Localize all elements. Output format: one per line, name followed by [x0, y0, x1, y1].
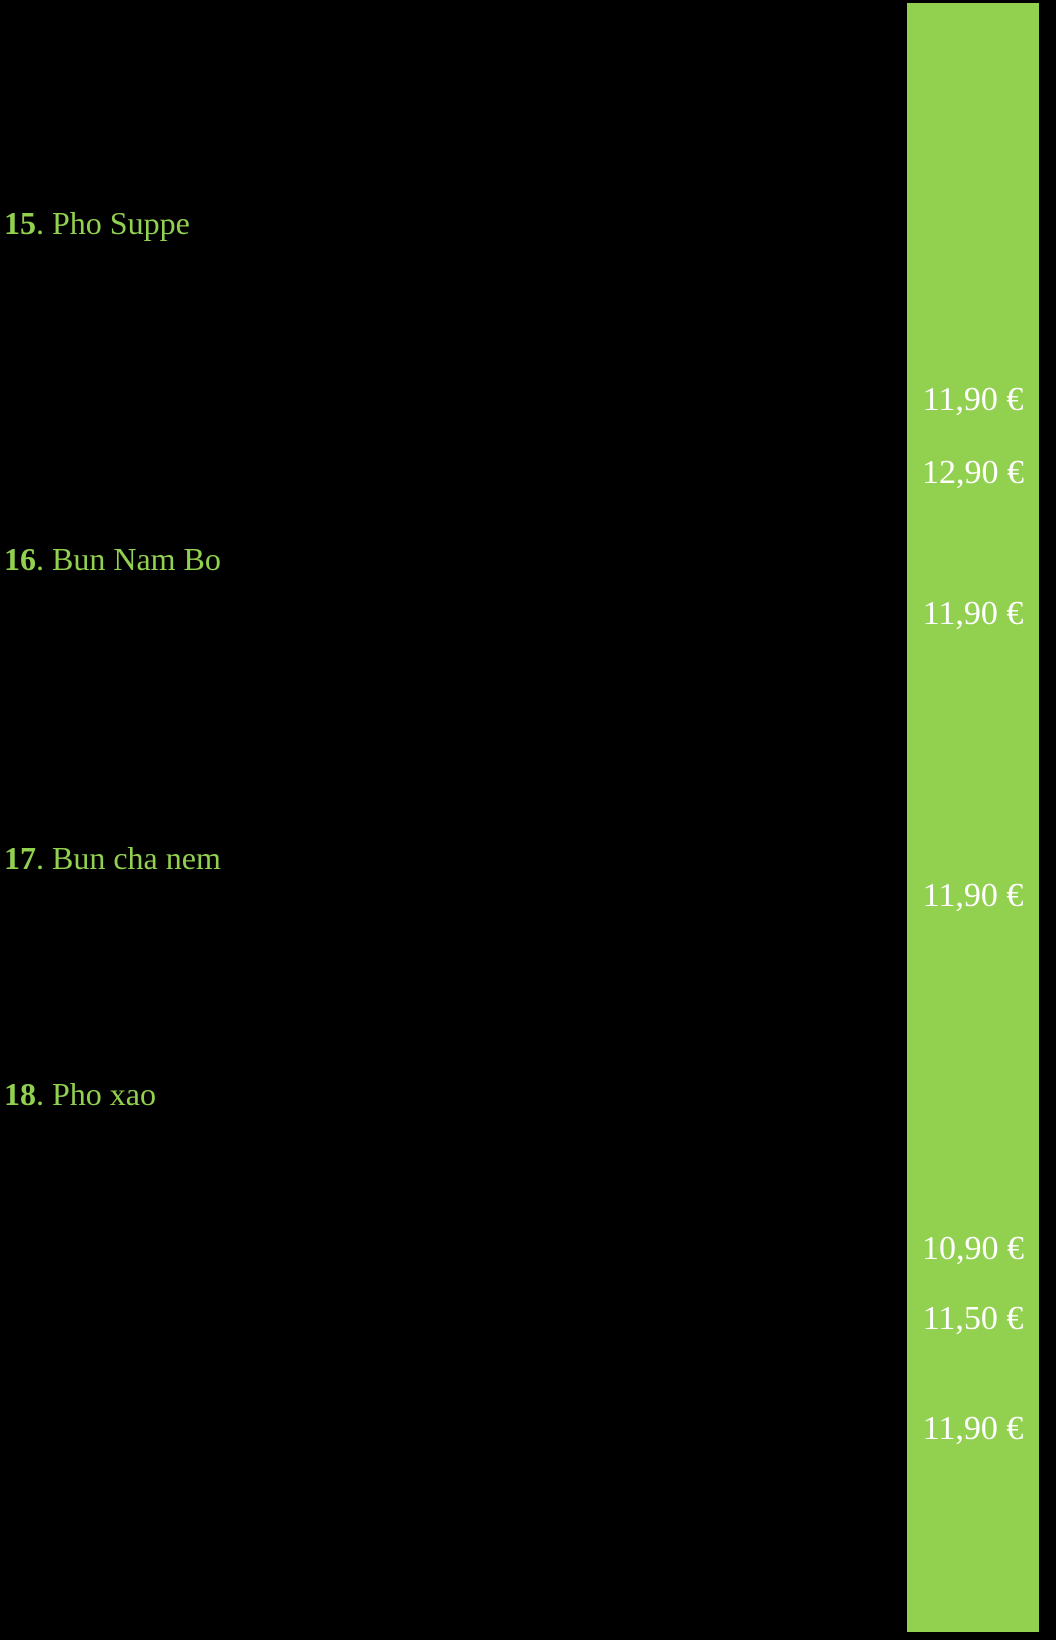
menu-item-heading-18: 18. Pho xao [4, 1078, 156, 1110]
price-label: 11,90 € [922, 381, 1024, 418]
menu-item-heading-16: 16. Bun Nam Bo [4, 543, 221, 575]
menu-item-name: Bun Nam Bo [52, 541, 221, 577]
price-label: 11,50 € [922, 1300, 1024, 1337]
price-label: 11,90 € [922, 595, 1024, 632]
price-label: 11,90 € [922, 877, 1024, 914]
menu-item-number: 18 [4, 1076, 36, 1112]
price-column-background [907, 3, 1039, 1632]
price-label: 11,90 € [922, 1410, 1024, 1447]
menu-item-separator: . [36, 1076, 52, 1112]
menu-item-name: Bun cha nem [52, 840, 221, 876]
menu-item-number: 16 [4, 541, 36, 577]
menu-item-number: 17 [4, 840, 36, 876]
menu-item-number: 15 [4, 205, 36, 241]
menu-item-separator: . [36, 541, 52, 577]
menu-item-separator: . [36, 840, 52, 876]
menu-item-name: Pho Suppe [52, 205, 190, 241]
menu-item-name: Pho xao [52, 1076, 156, 1112]
menu-item-separator: . [36, 205, 52, 241]
price-label: 12,90 € [922, 454, 1024, 491]
menu-item-heading-15: 15. Pho Suppe [4, 207, 190, 239]
menu-item-heading-17: 17. Bun cha nem [4, 842, 221, 874]
price-label: 10,90 € [922, 1230, 1024, 1267]
